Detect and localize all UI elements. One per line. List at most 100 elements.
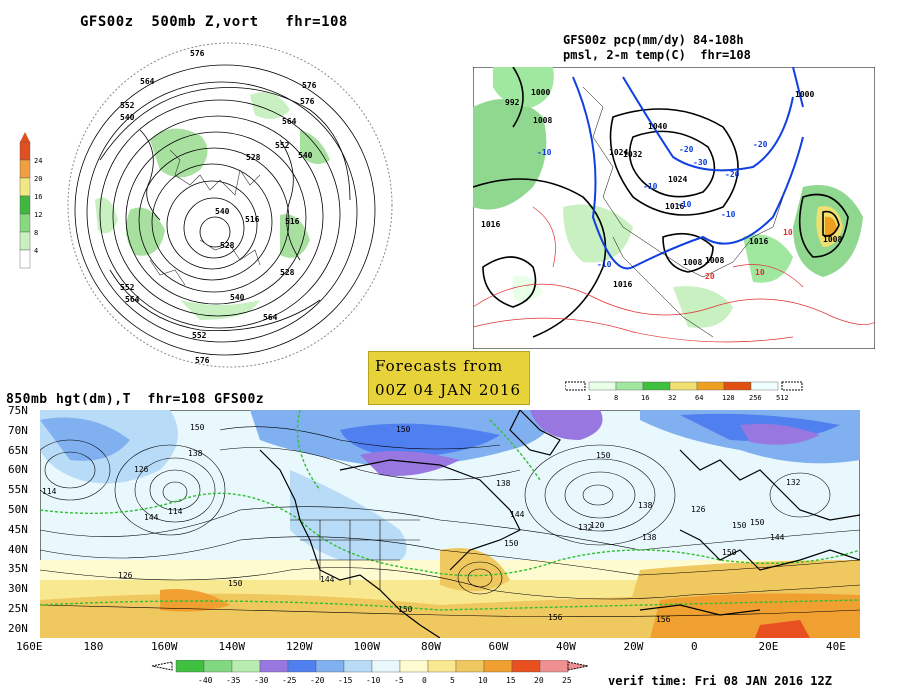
colorbar-swatch (455, 660, 485, 673)
isobar-label: 1000 (531, 88, 550, 97)
colorbar-tick-label: 0 (422, 676, 427, 685)
colorbar-tick-label: -5 (394, 676, 404, 685)
isobar-label: 1000 (795, 90, 814, 99)
contour-label-group: 576 564 552 540 528 516 576 564 552 540 … (120, 49, 317, 365)
colorbar-tick-label: -10 (366, 676, 381, 685)
isobars (473, 67, 849, 338)
colorbar-swatch (231, 660, 261, 673)
colorbar-swatch (19, 159, 31, 179)
zero-isotherm (40, 410, 860, 611)
lat-tick-label: 40N (8, 542, 28, 556)
height-label: 144 (144, 513, 159, 522)
forecast-banner-line1: Forecasts from (375, 357, 504, 375)
isobar-label: 1008 (705, 256, 724, 265)
lat-axis: 75N 70N 65N 60N 55N 50N 45N 40N 35N 30N 25N 20N (0, 404, 40, 644)
lat-tick-label: 30N (8, 582, 28, 596)
colorbar-swatch (483, 660, 513, 673)
colorbar-tick-label: 64 (695, 394, 703, 402)
colorbar-tick-label: 24 (34, 157, 42, 165)
colorbar-swatch (615, 381, 644, 391)
lon-tick-label: 120W (286, 640, 313, 653)
colorbar-tick-label: 1 (587, 394, 591, 402)
contour-label: 552 (192, 331, 207, 340)
height-label: 150 (596, 451, 611, 460)
isobar-label: 1024 (609, 148, 628, 157)
colorbar-swatch (259, 660, 289, 673)
isobar-label: 1008 (683, 258, 702, 267)
lat-tick-label: 55N (8, 483, 28, 497)
height-label: 144 (770, 533, 785, 542)
colorbar-tick-label: 512 (776, 394, 789, 402)
colorbar-tick-label: 20 (34, 175, 42, 183)
vorticity-colorbar: 24 20 16 12 8 4 (19, 132, 42, 269)
lat-tick-label: 50N (8, 503, 28, 516)
isobar-label: 1016 (481, 220, 500, 229)
panel-pcp-title-1: GFS00z pcp(mm/dy) 84-108h (563, 33, 744, 47)
isobar-label: 1016 (613, 280, 632, 289)
lon-tick-label: 0 (691, 640, 698, 653)
isotherm-label: 20 (705, 272, 715, 281)
colorbar-swatch (287, 660, 317, 673)
contour-label: 576 (195, 356, 210, 365)
colorbar-swatch (750, 381, 779, 391)
colorbar-swatch (399, 660, 429, 673)
height-label: 150 (732, 521, 747, 530)
colorbar-swatch (19, 249, 31, 269)
isobar-label: 1040 (648, 122, 667, 131)
height-label: 114 (168, 507, 183, 516)
temperature-shading (40, 410, 860, 638)
colorbar-swatch (371, 660, 401, 673)
lon-axis: 160E 180 160W 140W 120W 100W 80W 60W 40W 20W 0 20E 4… (0, 640, 900, 654)
contour-label: 576 (300, 97, 315, 106)
height-label: 138 (638, 501, 653, 510)
colorbar-tick-label: 12 (34, 211, 42, 219)
colorbar-swatch (781, 381, 803, 391)
colorbar-swatch (203, 660, 233, 673)
colorbar-swatch (315, 660, 345, 673)
coastlines (149, 149, 261, 286)
lon-tick-label: 40W (556, 640, 576, 653)
colorbar-tick-label: 16 (641, 394, 649, 402)
colorbar-tick-label: 25 (562, 676, 572, 685)
isotherm-label: 10 (755, 268, 765, 277)
height-label: 150 (398, 605, 413, 614)
lon-tick-label: 180 (83, 640, 104, 653)
colorbar-tick-label: 4 (34, 247, 38, 255)
isotherms-cold (572, 67, 804, 270)
colorbar-swatch (343, 660, 373, 673)
lon-tick-label: 140W (218, 640, 246, 653)
colorbar-tick-label: 256 (749, 394, 762, 402)
contour-label: 564 (125, 295, 140, 304)
isobar-label: 992 (505, 98, 520, 107)
isobar-label: 1024 (668, 175, 687, 184)
colorbar-tick-label: 8 (614, 394, 618, 402)
coastlines (259, 410, 860, 638)
forecast-banner: Forecasts from 00Z 04 JAN 2016 (368, 351, 530, 405)
height-label: 138 (188, 449, 203, 458)
colorbar-swatch (511, 660, 541, 673)
lon-tick-label: 60W (488, 640, 509, 653)
height-label: 132 (578, 523, 593, 532)
contour-label: 540 (215, 207, 230, 216)
colorbar-swatch (19, 195, 31, 215)
colorbar-tick-label: 20 (534, 676, 544, 685)
colorbar-swatch (696, 381, 725, 391)
colorbar-tick-label: -20 (310, 676, 325, 685)
colorbar-tick-label: -30 (254, 676, 269, 685)
colorbar-arrow (20, 132, 30, 142)
colorbar-swatch (588, 381, 617, 391)
lon-tick-label: 160E (16, 640, 43, 653)
state-borders (290, 519, 420, 590)
isobar-label: 1032 (623, 150, 642, 159)
height-label: 126 (691, 505, 706, 514)
verif-time: verif time: Fri 08 JAN 2016 12Z (608, 674, 832, 688)
height-label: 144 (320, 575, 335, 584)
contour-label: 552 (120, 101, 135, 110)
colorbar-swatch (723, 381, 752, 391)
lat-tick-label: 25N (8, 602, 28, 615)
isotherm-label: -20 (725, 170, 740, 179)
isotherm-label: 10 (783, 228, 793, 237)
panel-500mb-title: GFS00z 500mb Z,vort fhr=108 (80, 14, 348, 30)
colorbar-swatch (669, 381, 698, 391)
colorbar-swatch (427, 660, 457, 673)
